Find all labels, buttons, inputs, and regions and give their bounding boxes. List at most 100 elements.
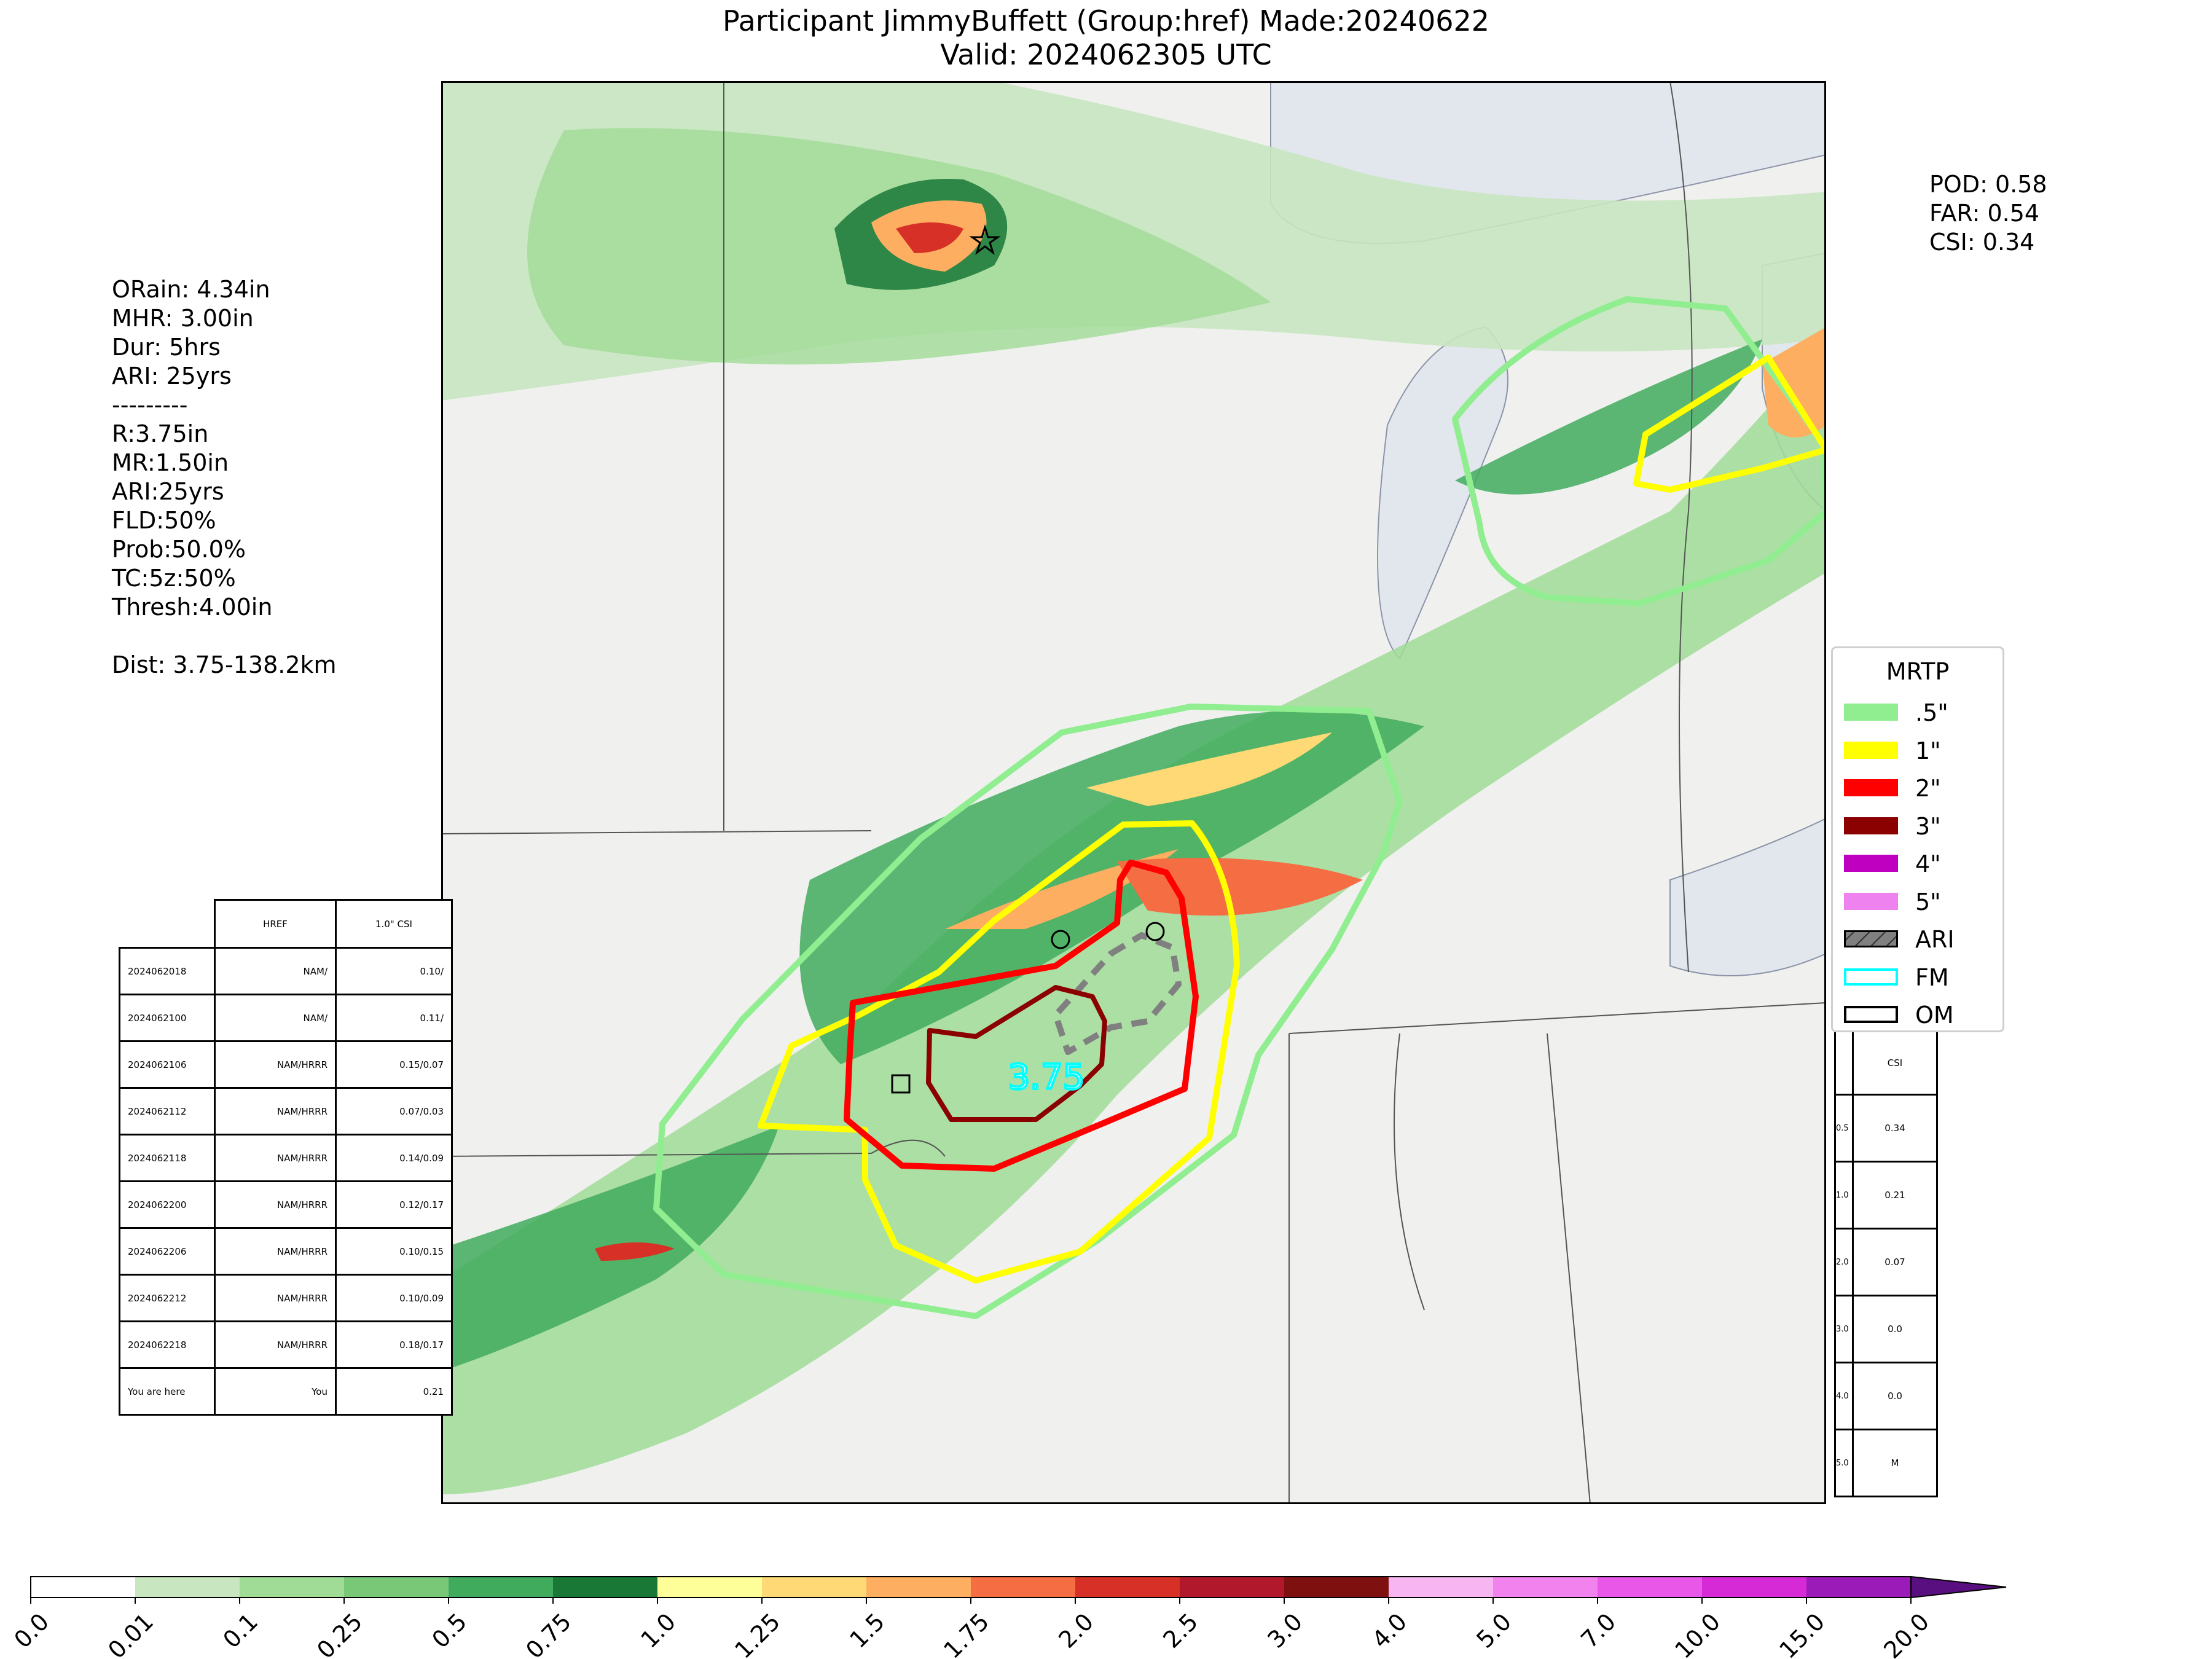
colorbar-segment: [1493, 1577, 1598, 1598]
table-cell: 2024062212: [119, 1274, 216, 1322]
stats-line: ARI:25yrs: [112, 478, 224, 505]
colorbar-segment: [344, 1577, 449, 1598]
table-cell: M: [1852, 1429, 1938, 1497]
colorbar-tick-label: 0.25: [312, 1608, 367, 1659]
table-row: 2.0 0.07: [1834, 1228, 1938, 1296]
colorbar-tick-label: 0.5: [426, 1608, 472, 1653]
colorbar-segment: [553, 1577, 657, 1598]
colorbar-tick-label: 0.0: [9, 1608, 54, 1653]
table-header-cell: 1.0" CSI: [335, 899, 453, 949]
colorbar-segment: [1284, 1577, 1389, 1598]
legend-label: FM: [1915, 963, 1949, 991]
table-cell: NAM/HRRR: [214, 1274, 337, 1322]
colorbar-tick-label: 7.0: [1575, 1608, 1621, 1653]
colorbar-segment: [31, 1577, 135, 1598]
table-cell: 4.0: [1834, 1362, 1854, 1430]
table-row: 3.0 0.0: [1834, 1295, 1938, 1363]
table-row: 2024062118 NAM/HRRR 0.14/0.09: [119, 1134, 453, 1182]
lake-erie: [1669, 817, 1826, 976]
table-row: You are here You 0.21: [119, 1367, 453, 1416]
table-row: 2024062112 NAM/HRRR 0.07/0.03: [119, 1087, 453, 1135]
contour-one-inch: [758, 820, 1240, 1284]
table-row: 2024062100 NAM/0.11/: [119, 994, 453, 1042]
table-cell: NAM/: [214, 947, 337, 995]
table-cell: 0.11/: [335, 994, 453, 1042]
table-header-cell: CSI: [1852, 1032, 1938, 1096]
stats-line: MR:1.50in: [112, 449, 229, 476]
colorbar-segment: [762, 1577, 866, 1598]
legend-label: 1": [1915, 737, 1941, 764]
table-header-cell: HREF: [214, 899, 337, 949]
legend-swatch: [1844, 817, 1898, 834]
circle-marker: [1051, 930, 1070, 949]
colorbar-segment: [449, 1577, 553, 1598]
colorbar-segment: [1075, 1577, 1180, 1598]
colorbar-tick-label: 0.75: [520, 1608, 576, 1659]
colorbar-tick-label: 20.0: [1878, 1608, 1934, 1659]
star-marker: [969, 224, 1001, 256]
state-borders: [441, 81, 1826, 1504]
table-cell: 0.21: [1852, 1161, 1938, 1230]
legend-label: .5": [1915, 699, 1948, 726]
mrtp-contours: [653, 296, 1826, 1319]
colorbar-tick-label: 1.5: [844, 1608, 890, 1653]
legend-label: 4": [1915, 850, 1941, 877]
colorbar-segment: [1806, 1577, 1911, 1598]
colorbar-segment: [657, 1577, 762, 1598]
title-line-1: Participant JimmyBuffett (Group:href) Ma…: [722, 4, 1490, 37]
mrtp-legend: MRTP .5" 1" 2" 3" 4" 5" ARI FM OM: [1831, 646, 2004, 1032]
table-row: 1.0 0.21: [1834, 1161, 1938, 1230]
table-row: 2024062212 NAM/HRRR 0.10/0.09: [119, 1274, 453, 1322]
circle-marker-2: [1145, 922, 1165, 941]
legend-label: 2": [1915, 775, 1941, 802]
stats-line: ARI: 25yrs: [112, 363, 232, 390]
legend-swatch: [1844, 968, 1898, 986]
table-cell: 2024062118: [119, 1134, 216, 1182]
precip-shading: [441, 81, 1826, 1494]
table-cell: 2024062200: [119, 1180, 216, 1229]
stats-line: TC:5z:50%: [112, 565, 236, 592]
colorbar-tick-label: 0.01: [103, 1608, 159, 1659]
table-row: 5.0 M: [1834, 1429, 1938, 1497]
table-cell: 0.0: [1852, 1295, 1938, 1363]
table-row: 2024062018 NAM/0.10/: [119, 947, 453, 995]
colorbar-tick-label: 1.25: [729, 1608, 785, 1659]
legend-swatch: [1844, 930, 1898, 947]
contour-two-inch: [844, 860, 1199, 1172]
table-cell: NAM/HRRR: [214, 1134, 337, 1182]
run-csi-table: HREF 1.0" CSI 2024062018 NAM/0.10/202406210…: [119, 899, 453, 1416]
table-row: 0.5 0.34: [1834, 1094, 1938, 1163]
stats-line: Thresh:4.00in: [112, 594, 273, 621]
table-cell: 0.10/: [335, 947, 453, 995]
colorbar-segment: [971, 1577, 1075, 1598]
colorbar-segment: [1598, 1577, 1702, 1598]
table-cell: 0.14/0.09: [335, 1134, 453, 1182]
colorbar-tick-label: 5.0: [1471, 1608, 1516, 1653]
ari-contour: [1053, 932, 1182, 1055]
colorbar-tick-label: 1.75: [938, 1608, 994, 1659]
table-cell: NAM/HRRR: [214, 1227, 337, 1276]
colorbar-segment: [240, 1577, 344, 1598]
contour-one-inch-east: [1633, 355, 1826, 493]
colorbar-segment: [1702, 1577, 1806, 1598]
table-cell: 0.5: [1834, 1094, 1854, 1163]
table-cell: 0.34: [1852, 1094, 1938, 1163]
table-cell: NAM/HRRR: [214, 1087, 337, 1135]
legend-swatch: [1844, 855, 1898, 872]
table-cell: 2.0: [1834, 1228, 1854, 1296]
legend-swatch: [1844, 1006, 1898, 1023]
table-cell: 2024062206: [119, 1227, 216, 1276]
stats-line: [112, 622, 337, 651]
title-line-2: Valid: 2024062305 UTC: [940, 38, 1272, 71]
table-cell: 2024062018: [119, 947, 216, 995]
table-cell: NAM/HRRR: [214, 1180, 337, 1229]
table-cell: 0.0: [1852, 1362, 1938, 1430]
table-cell: 0.07: [1852, 1228, 1938, 1296]
table-cell: 0.15/0.07: [335, 1040, 453, 1089]
stats-line: ORain: 4.34in: [112, 276, 270, 303]
table-cell: You: [214, 1367, 337, 1416]
csi-score: CSI: 0.34: [1929, 229, 2035, 256]
table-row: 2024062106 NAM/HRRR 0.15/0.07: [119, 1040, 453, 1089]
table-cell: You are here: [119, 1367, 216, 1416]
stats-line: R:3.75in: [112, 420, 209, 447]
